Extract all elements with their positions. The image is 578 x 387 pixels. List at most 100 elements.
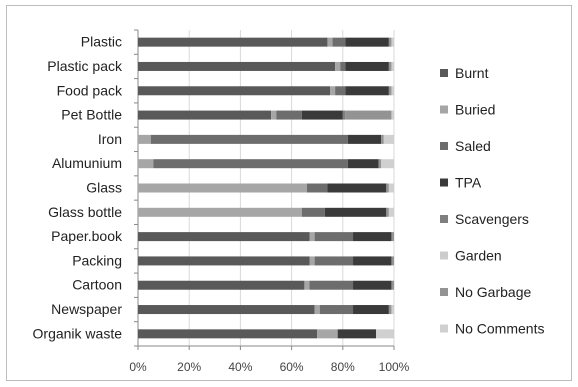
bar-segment-1-2 (340, 61, 346, 71)
legend-swatch-5 (440, 251, 448, 260)
bar-segment-12-1 (317, 329, 338, 339)
category-label-1: Plastic pack (47, 58, 123, 74)
legend-swatch-4 (440, 215, 448, 223)
bar-segment-2-7 (391, 86, 394, 96)
category-label-6: Glass (86, 180, 122, 196)
category-label-0: Plastic (81, 34, 122, 50)
legend-swatch-7 (440, 324, 448, 333)
bar-segment-11-0 (138, 305, 315, 315)
bar-segment-10-3 (353, 280, 392, 290)
category-label-3: Pet Bottle (61, 107, 122, 123)
bars (138, 37, 394, 339)
legend-label-6: No Garbage (455, 284, 531, 300)
legend-swatch-3 (440, 178, 448, 187)
x-tick-label-5: 100% (379, 360, 410, 374)
bar-segment-0-2 (332, 37, 346, 47)
bar-segment-7-2 (301, 207, 325, 217)
x-tick-label-4: 80% (331, 360, 355, 374)
bar-segment-11-7 (391, 305, 394, 315)
bar-segment-12-0 (138, 329, 318, 339)
bar-segment-0-3 (345, 37, 389, 47)
bar-segment-0-6 (388, 37, 392, 47)
category-label-2: Food pack (57, 82, 123, 98)
bar-segment-0-1 (327, 37, 333, 47)
category-label-9: Packing (72, 252, 122, 268)
category-labels: Plastic Plastic pack Food pack Pet Bottle Ir… (33, 34, 123, 342)
bar-segment-7-3 (324, 207, 387, 217)
bar-segment-6-1 (138, 183, 307, 193)
bar-segment-11-1 (314, 305, 320, 315)
bar-segment-5-7 (381, 159, 394, 169)
bar-segment-7-7 (388, 207, 394, 217)
bar-segment-3-7 (391, 110, 394, 120)
legend-label-3: TPA (455, 175, 482, 191)
bar-segment-11-2 (319, 305, 354, 315)
bar-segment-2-3 (345, 86, 389, 96)
bar-segment-5-3 (347, 159, 379, 169)
x-tick-labels: 0% 20% 40% 60% 80% 100% (129, 360, 409, 374)
bar-segment-5-6 (378, 159, 382, 169)
legend-label-1: Buried (455, 102, 495, 118)
bar-segment-3-0 (138, 110, 272, 120)
bar-segment-8-0 (138, 232, 310, 242)
x-tick-label-0: 0% (129, 360, 147, 374)
bar-segment-3-2 (276, 110, 302, 120)
bar-segment-1-3 (345, 61, 389, 71)
bar-segment-8-3 (353, 232, 392, 242)
bar-segment-6-7 (388, 183, 394, 193)
bar-segment-2-0 (138, 86, 330, 96)
bar-segment-10-1 (304, 280, 310, 290)
bar-segment-4-6 (381, 134, 384, 144)
bar-segment-11-6 (388, 305, 392, 315)
category-label-5: Alumunium (52, 155, 122, 171)
bar-segment-4-1 (138, 134, 151, 144)
bar-segment-12-7 (376, 329, 394, 339)
bar-segment-2-1 (330, 86, 336, 96)
legend-label-4: Scavengers (455, 211, 529, 227)
bar-segment-8-1 (309, 232, 315, 242)
bar-segment-4-3 (347, 134, 382, 144)
bar-segment-9-1 (309, 256, 315, 266)
bar-segment-6-3 (327, 183, 387, 193)
legend-swatch-6 (440, 288, 448, 296)
bar-segment-9-3 (353, 256, 392, 266)
bar-segment-8-2 (314, 232, 354, 242)
bar-segment-5-1 (138, 159, 154, 169)
bar-segment-3-4 (342, 110, 346, 120)
x-tick-label-1: 20% (177, 360, 201, 374)
bar-segment-3-1 (271, 110, 277, 120)
bar-segment-9-0 (138, 256, 310, 266)
legend-label-2: Saled (455, 138, 491, 154)
bar-segment-2-2 (335, 86, 346, 96)
bar-segment-1-0 (138, 61, 336, 71)
category-label-10: Cartoon (72, 277, 122, 293)
bar-segment-12-3 (337, 329, 377, 339)
bar-segment-3-3 (301, 110, 343, 120)
bar-segment-2-6 (388, 86, 392, 96)
bar-segment-4-2 (150, 134, 348, 144)
legend: Burnt Buried Saled TPA Scavengers Garden No Ga… (440, 65, 544, 337)
bar-segment-6-2 (306, 183, 328, 193)
bar-segment-5-2 (153, 159, 348, 169)
bar-segment-4-7 (383, 134, 394, 144)
bar-segment-9-6 (391, 256, 394, 266)
legend-label-5: Garden (455, 248, 502, 264)
bar-segment-10-6 (391, 280, 394, 290)
bar-segment-9-2 (314, 256, 354, 266)
legend-label-0: Burnt (455, 65, 489, 81)
x-tick-label-3: 60% (280, 360, 304, 374)
category-label-8: Paper.book (51, 228, 123, 244)
bar-segment-11-3 (353, 305, 389, 315)
category-label-12: Organik waste (33, 325, 123, 341)
legend-swatch-2 (440, 142, 448, 150)
bar-segment-0-0 (138, 37, 328, 47)
bar-segment-1-7 (391, 61, 394, 71)
bar-segment-3-6 (345, 110, 392, 120)
x-tick-label-2: 40% (228, 360, 252, 374)
bar-segment-1-6 (388, 61, 392, 71)
bar-segment-10-0 (138, 280, 305, 290)
bar-segment-6-6 (386, 183, 389, 193)
category-label-7: Glass bottle (48, 204, 122, 220)
category-label-4: Iron (98, 131, 122, 147)
